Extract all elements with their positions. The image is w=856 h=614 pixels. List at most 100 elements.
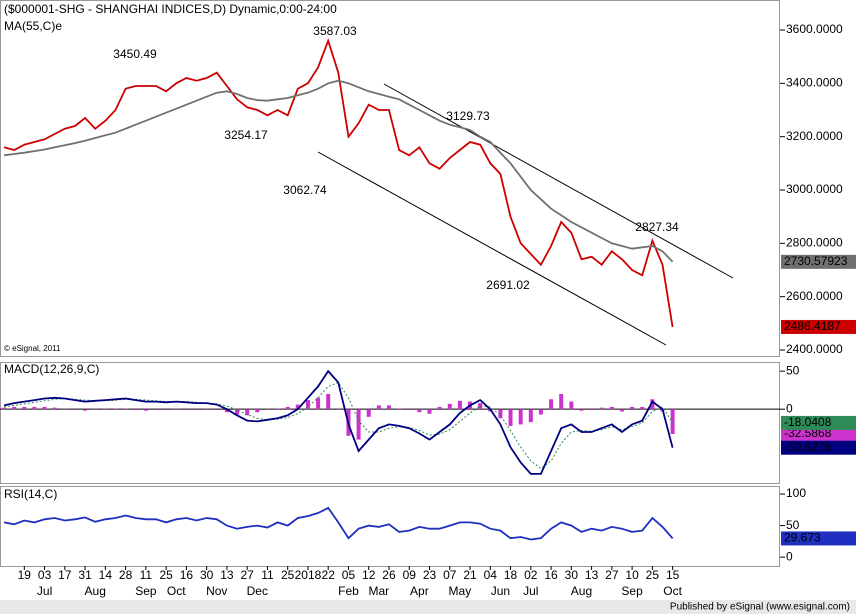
histogram-bar [376,405,381,410]
y-tick-label: 0 [786,401,793,415]
histogram-bar [245,409,250,416]
month-label: Oct [167,584,186,598]
histogram-bar [224,409,229,413]
x-tick-label: 27 [240,568,254,582]
y-tick-label: 0 [786,549,793,563]
last-value-box [781,319,856,334]
rsi-title: RSI(14,C) [4,487,57,501]
histogram-bar [326,393,331,410]
histogram-bar [619,409,624,412]
last-value-label: -50.6276 [784,440,832,454]
y-tick-label: 50 [786,363,800,377]
y-tick-label: 2800.0000 [786,236,843,250]
x-tick-label: 16 [180,568,194,582]
histogram-bar [518,409,523,425]
x-tick-label: 25 [281,568,295,582]
histogram-bar [83,409,88,411]
y-tick-label: 3200.0000 [786,129,843,143]
last-value-label: -18.0408 [784,415,832,429]
month-label: Sep [135,584,157,598]
x-tick-label: 03 [38,568,52,582]
price-panel [0,0,780,357]
x-tick-label: 31 [78,568,92,582]
chart-title: ($000001-SHG - SHANGHAI INDICES,D) Dynam… [4,2,337,16]
x-tick-label: 04 [484,568,498,582]
x-tick-label: 15 [666,568,680,582]
month-label: Apr [410,584,429,598]
histogram-bar [336,409,341,410]
histogram-bar [356,409,361,440]
annotation: 2691.02 [486,278,530,292]
last-value-box [781,531,856,546]
histogram-bar [214,409,219,410]
histogram-bar [133,409,138,410]
x-tick-label: 10 [625,568,639,582]
last-value-box [781,426,856,441]
annotation: 3254.17 [224,128,268,142]
x-tick-label: 30 [565,568,579,582]
x-tick-label: 18 [504,568,518,582]
x-tick-label: 13 [220,568,234,582]
histogram-bar [397,408,402,410]
histogram-bar [579,409,584,411]
histogram-bar [447,403,452,410]
y-tick-label: 2600.0000 [786,289,843,303]
macd-panel [0,362,780,484]
month-label: Mar [369,584,390,598]
last-value-box [781,254,856,269]
y-tick-label: 3400.0000 [786,76,843,90]
month-label: Jul [37,584,52,598]
rsi-panel [0,486,780,567]
histogram-bar [305,400,310,410]
series-line [3,37,674,328]
month-label: Jul [523,584,538,598]
x-tick-label: 19 [18,568,32,582]
footer-bar [0,600,856,614]
histogram-bar [123,408,128,410]
month-label: Dec [247,584,268,598]
month-label: Feb [338,584,359,598]
series-line [3,79,674,263]
annotation: 3587.03 [313,24,357,38]
x-tick-label: 21 [463,568,477,582]
series-line [3,369,674,475]
month-label: Oct [663,584,682,598]
y-tick-label: 100 [786,486,806,500]
footer: Published by eSignal (www.esignal.com) [670,602,850,613]
channel-lower [317,151,667,346]
x-tick-label: 28 [119,568,133,582]
x-tick-label: 02 [524,568,538,582]
last-value-label: 2486.4187 [784,319,841,333]
x-tick-label: 16 [544,568,558,582]
x-tick-label: 25 [646,568,660,582]
histogram-bar [164,409,169,410]
histogram-bar [184,409,189,410]
last-value-label: 29.673 [784,531,821,545]
x-tick-label: 12 [362,568,376,582]
annotation: 2827.34 [635,220,679,234]
histogram-bar [255,409,260,413]
last-value-label: 2730.57923 [784,254,848,268]
channel-upper [383,83,734,279]
credit: © eSignal, 2011 [4,344,61,353]
histogram-bar [407,409,412,410]
histogram-bar [143,409,148,411]
histogram-bar [528,409,533,423]
histogram-bar [204,409,209,410]
last-value-box [781,440,856,455]
histogram-bar [316,397,321,410]
histogram-bar [417,409,422,413]
histogram-bar [265,409,270,410]
y-tick-label: 3600.0000 [786,22,843,36]
annotation: 3450.49 [113,47,157,61]
histogram-bar [599,407,604,410]
histogram-bar [295,404,300,410]
month-label: Jun [491,584,510,598]
histogram-bar [72,409,77,410]
histogram-bar [670,409,675,434]
histogram-bar [589,409,594,410]
x-tick-label: 07 [443,568,457,582]
